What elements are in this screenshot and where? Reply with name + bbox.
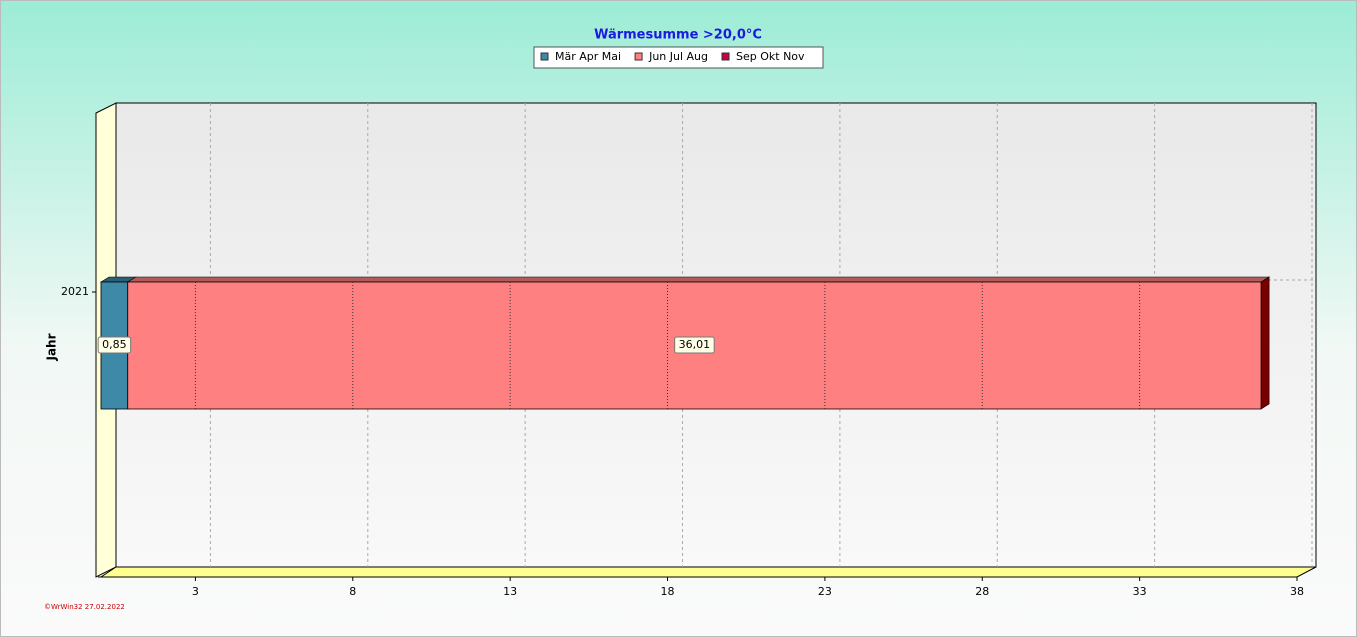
- value-label-box: [674, 336, 715, 354]
- legend-label: Jun Jul Aug: [648, 50, 708, 63]
- bar-side: [1260, 276, 1270, 410]
- x-tick-label: 13: [503, 585, 517, 598]
- bar-top: [126, 276, 1271, 283]
- x-tick-label: 23: [818, 585, 832, 598]
- legend-label: Sep Okt Nov: [736, 50, 805, 63]
- legend: [533, 46, 824, 69]
- x-tick-label: 28: [975, 585, 989, 598]
- floor: [99, 566, 1317, 578]
- x-tick-label: 38: [1290, 585, 1304, 598]
- y-tick-label: 2021: [61, 285, 89, 298]
- value-label: 0,85: [102, 338, 127, 351]
- x-tick-label: 18: [661, 585, 675, 598]
- y-axis-label: Jahr: [45, 333, 59, 361]
- x-tick-label: 8: [349, 585, 356, 598]
- value-label-box: [97, 336, 132, 354]
- legend-swatch: [721, 52, 730, 61]
- x-tick-label: 33: [1133, 585, 1147, 598]
- legend-swatch: [634, 52, 643, 61]
- legend-label: Mär Apr Mai: [555, 50, 621, 63]
- chart-title: Wärmesumme >20,0°C: [594, 28, 762, 43]
- value-label: 36,01: [679, 338, 711, 351]
- x-tick-label: 3: [192, 585, 199, 598]
- legend-swatch: [540, 52, 549, 61]
- footer: ©WrWin32 27.02.2022: [44, 603, 125, 611]
